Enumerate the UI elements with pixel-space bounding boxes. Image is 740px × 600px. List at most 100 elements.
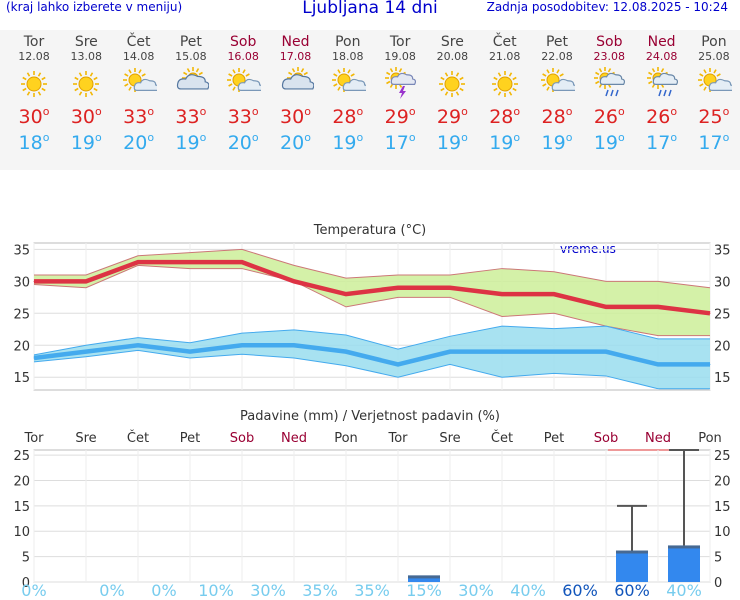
- max-temp-point: [137, 261, 139, 263]
- plot-frame: [33, 449, 711, 583]
- day-column: Sob 23.08 26o 19o: [583, 30, 635, 158]
- day-date: 21.08: [488, 50, 521, 63]
- y-tick-label: 15: [13, 500, 30, 515]
- max-temp-point: [85, 280, 87, 282]
- min-temp: 19o: [541, 131, 573, 154]
- day-column: Sre 20.08 29o 19o: [426, 30, 478, 158]
- rain-shower-icon: [636, 66, 688, 102]
- precipitation-probability: 0%: [99, 581, 124, 600]
- day-name: Čet: [492, 34, 517, 50]
- day-name: Pon: [701, 34, 727, 50]
- min-temp-point: [709, 363, 711, 365]
- precipitation-probability: 60%: [614, 581, 650, 600]
- max-temp: 30o: [70, 105, 102, 128]
- y-tick-label-right: 25: [714, 449, 731, 464]
- y-tick-label: 5: [22, 551, 30, 566]
- day-name: Pon: [335, 34, 361, 50]
- min-temperature-line: [33, 342, 710, 367]
- max-temp: 33o: [123, 105, 155, 128]
- day-name: Ned: [281, 34, 310, 50]
- sun-icon: [8, 66, 60, 102]
- precipitation-probability: 0%: [21, 581, 46, 600]
- y-tick-label: 10: [13, 525, 30, 540]
- max-temp-point: [553, 293, 555, 295]
- bar-cap: [616, 550, 648, 554]
- precipitation-bar: [408, 575, 440, 582]
- day-name: Čet: [126, 34, 151, 50]
- day-date: 23.08: [593, 50, 626, 63]
- max-temp-point: [605, 306, 607, 308]
- y-tick-label: 15: [13, 371, 30, 386]
- min-temp: 17o: [646, 131, 678, 154]
- min-temp: 19o: [175, 131, 207, 154]
- min-temp-point: [137, 344, 139, 346]
- min-temp: 20o: [227, 131, 259, 154]
- max-temp: 25o: [698, 105, 730, 128]
- y-tick-label: 30: [13, 275, 30, 290]
- day-label: Pet: [180, 431, 200, 446]
- precipitation-probability: 15%: [406, 581, 442, 600]
- day-name: Tor: [389, 34, 411, 50]
- max-range-upper: [34, 248, 711, 289]
- day-column: Ned 17.08 30o 20o: [270, 30, 322, 158]
- y-tick-label: 35: [13, 243, 30, 258]
- precipitation-probability: 30%: [458, 581, 494, 600]
- sun-cloud-icon: [531, 66, 583, 102]
- day-date: 15.08: [175, 50, 207, 63]
- min-temp: 17o: [384, 131, 416, 154]
- day-column: Pet 22.08 28o 19o: [531, 30, 583, 158]
- min-temp-point: [501, 351, 503, 353]
- day-date: 18.08: [332, 50, 364, 63]
- temperature-chart-title: Temperatura (°C): [313, 223, 426, 238]
- day-name: Sre: [74, 34, 98, 50]
- max-temp-point: [709, 312, 711, 314]
- sun-cloud-icon: [688, 66, 740, 102]
- thunderstorm-icon: [374, 66, 426, 102]
- day-label: Ned: [645, 431, 671, 446]
- max-temp-point: [293, 280, 295, 282]
- min-temp-point: [241, 344, 243, 346]
- min-range-upper: [33, 325, 710, 356]
- day-date: 16.08: [227, 50, 259, 63]
- y-tick-label-right: 0: [714, 576, 722, 591]
- min-temp-point: [189, 351, 191, 353]
- day-date: 19.08: [384, 50, 416, 63]
- day-label: Sre: [439, 431, 460, 446]
- day-label: Sob: [594, 431, 618, 446]
- max-range-lower: [33, 264, 710, 337]
- precipitation-probability: 60%: [562, 581, 598, 600]
- y-tick-label: 25: [13, 449, 30, 464]
- min-temp: 19o: [332, 131, 364, 154]
- max-temp: 26o: [593, 105, 625, 128]
- y-tick-label-right: 20: [714, 339, 731, 354]
- precipitation-probability: 40%: [666, 581, 702, 600]
- max-temp: 30o: [280, 105, 311, 128]
- day-label: Pon: [698, 431, 722, 446]
- day-name: Pet: [545, 34, 569, 50]
- precipitation-probability: 30%: [250, 581, 286, 600]
- min-range-lower: [33, 349, 710, 390]
- day-name: Ned: [647, 34, 676, 50]
- day-date: 20.08: [436, 50, 469, 63]
- day-label: Ned: [281, 431, 307, 446]
- max-temp: 29o: [436, 105, 468, 128]
- max-temp-point: [397, 287, 399, 289]
- day-label: Pon: [334, 431, 358, 446]
- precipitation-probability: 0%: [151, 581, 176, 600]
- min-temp: 20o: [280, 131, 311, 154]
- page-title: Ljubljana 14 dni: [302, 0, 438, 18]
- sun-icon: [60, 66, 112, 102]
- min-temp: 20o: [123, 131, 155, 154]
- day-column: Pet 15.08 33o 19o: [165, 30, 217, 158]
- max-temperature-line: [34, 259, 711, 316]
- max-temp: 33o: [175, 105, 207, 128]
- day-column: Čet 14.08 33o 20o: [113, 30, 165, 158]
- sun-cloud-icon: [322, 66, 374, 102]
- min-temp-point: [553, 351, 555, 353]
- day-name: Sob: [596, 34, 623, 50]
- min-temp-point: [605, 351, 607, 353]
- min-temp-point: [293, 344, 295, 346]
- day-label: Sob: [230, 431, 254, 446]
- y-tick-label: 20: [13, 474, 30, 489]
- precipitation-probability: 35%: [302, 581, 338, 600]
